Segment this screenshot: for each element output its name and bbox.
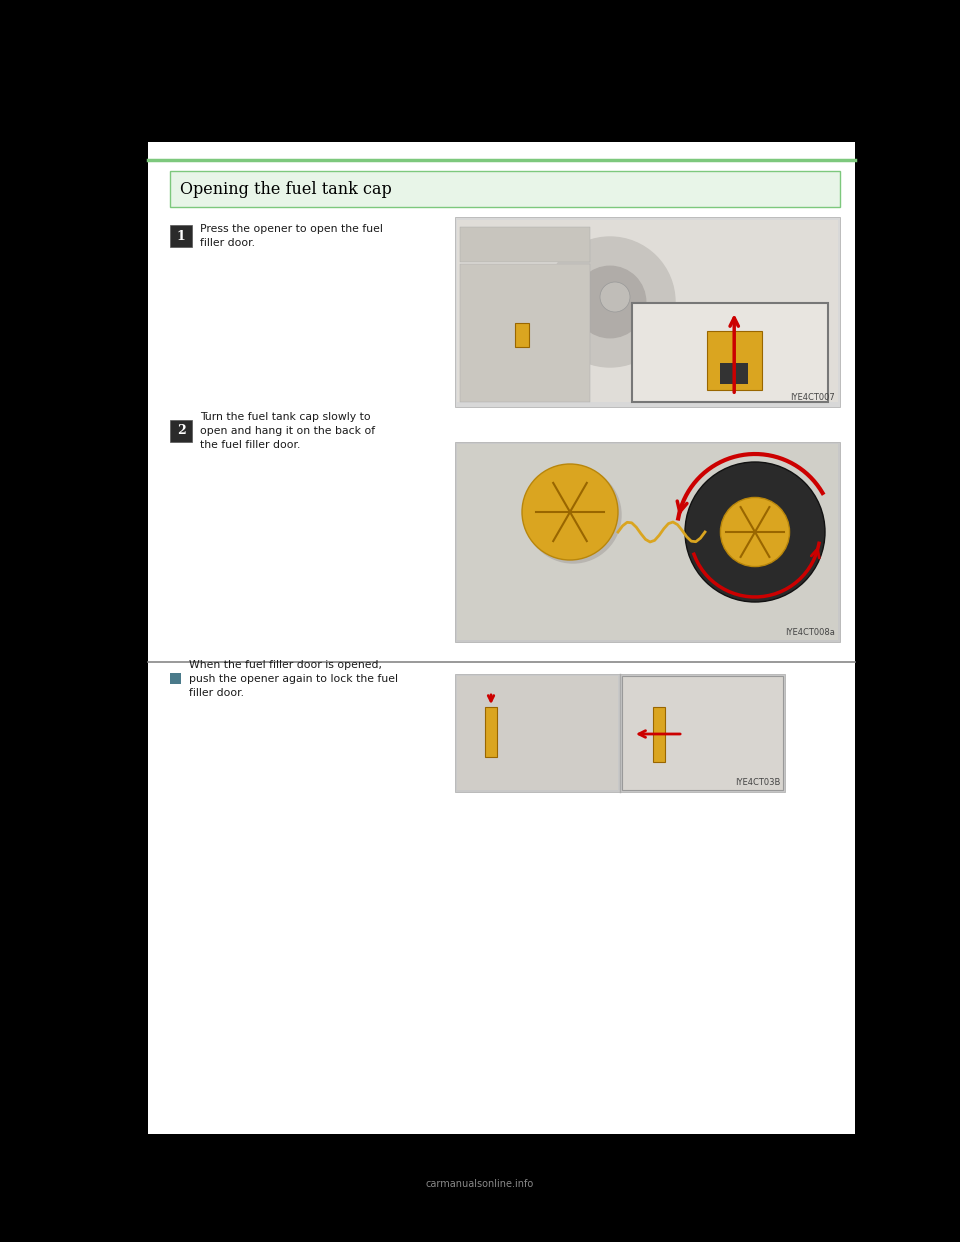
Bar xyxy=(457,443,838,640)
Bar xyxy=(460,265,590,402)
Text: 1: 1 xyxy=(177,230,185,242)
Bar xyxy=(455,217,840,407)
Text: When the fuel filler door is opened,
push the opener again to lock the fuel
fill: When the fuel filler door is opened, pus… xyxy=(189,660,398,698)
Bar xyxy=(170,673,181,684)
Text: carmanualsonline.info: carmanualsonline.info xyxy=(426,1179,534,1189)
Bar xyxy=(457,676,618,790)
Text: Press the opener to open the fuel
filler door.: Press the opener to open the fuel filler… xyxy=(200,224,383,248)
Text: Turn the fuel tank cap slowly to
open and hang it on the back of
the fuel filler: Turn the fuel tank cap slowly to open an… xyxy=(200,412,375,450)
Bar xyxy=(720,364,748,384)
Bar xyxy=(457,220,838,402)
Bar xyxy=(0,0,960,142)
Bar xyxy=(460,227,590,262)
Bar xyxy=(622,676,783,790)
Circle shape xyxy=(522,465,618,560)
Text: Opening the fuel tank cap: Opening the fuel tank cap xyxy=(180,180,392,197)
Text: IYE4CT008a: IYE4CT008a xyxy=(785,628,835,637)
Bar xyxy=(632,303,828,402)
Bar xyxy=(855,142,960,1134)
Text: IYE4CT03B: IYE4CT03B xyxy=(734,777,780,787)
Text: 2: 2 xyxy=(177,425,185,437)
Bar xyxy=(653,707,665,763)
Circle shape xyxy=(720,498,789,566)
Circle shape xyxy=(600,282,630,312)
Circle shape xyxy=(545,237,675,366)
Text: IYE4CT007: IYE4CT007 xyxy=(790,392,835,402)
Bar xyxy=(455,442,840,642)
Bar xyxy=(455,674,785,792)
Bar xyxy=(0,142,148,1134)
Circle shape xyxy=(685,462,825,602)
Circle shape xyxy=(525,467,621,563)
Bar xyxy=(707,330,761,390)
Bar xyxy=(170,225,192,247)
Bar xyxy=(515,323,529,347)
Bar xyxy=(485,707,497,758)
Bar xyxy=(0,1134,960,1242)
Bar xyxy=(170,420,192,442)
Bar xyxy=(170,171,840,207)
Circle shape xyxy=(574,266,646,338)
